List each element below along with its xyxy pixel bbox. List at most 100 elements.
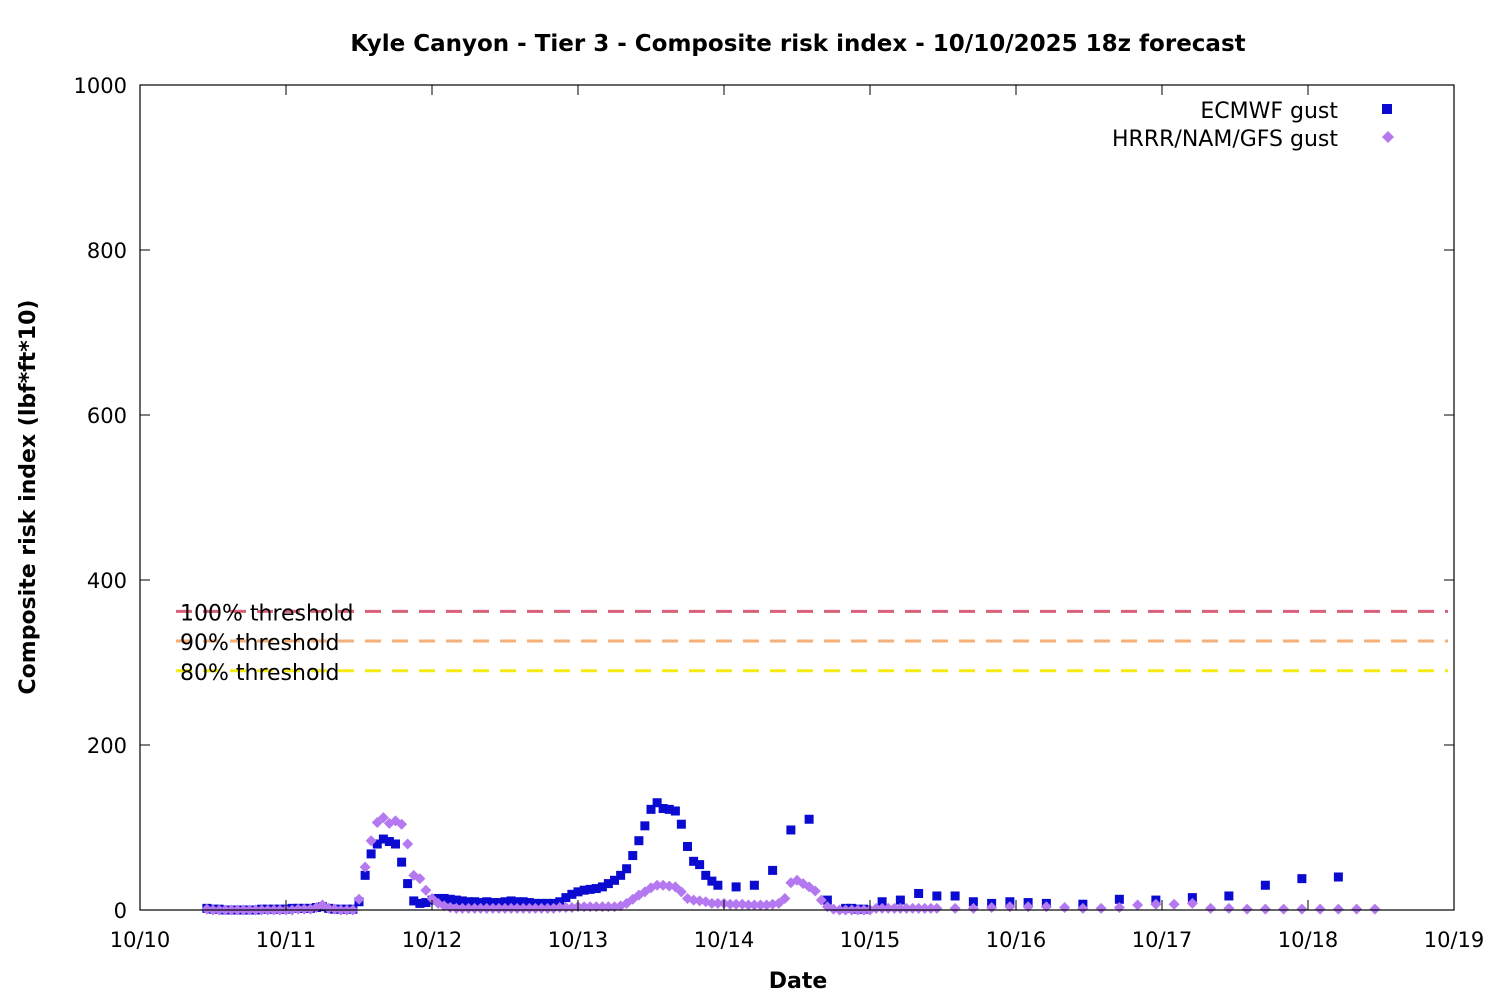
threshold-label: 100% threshold [180,601,354,626]
hrrr-point [475,902,487,914]
hrrr-point [463,902,474,914]
hrrr-point [919,902,931,914]
ecmwf-point [421,898,431,908]
ecmwf-point [1114,894,1124,904]
data-points [201,798,1381,916]
ecmwf-point [372,839,382,849]
hrrr-point [1059,902,1071,914]
hrrr-point [499,902,511,914]
ecmwf-point [646,804,656,814]
ecmwf-point [409,896,419,906]
hrrr-point [450,902,462,914]
hrrr-point [931,902,943,914]
chart-title: Kyle Canyon - Tier 3 - Composite risk in… [350,31,1245,57]
hrrr-point [469,902,481,914]
ecmwf-point [512,897,522,907]
hrrr-point [925,902,937,914]
hrrr-point [536,902,547,914]
ecmwf-point [707,876,717,886]
ecmwf-point [622,864,632,874]
hrrr-point [353,893,365,905]
ecmwf-point [822,895,832,905]
ecmwf-point [518,897,528,907]
hrrr-point [1077,902,1089,914]
hrrr-point [748,899,760,911]
hrrr-point [773,897,785,909]
x-tick-label: 10/17 [1132,928,1193,952]
ecmwf-point [713,880,723,890]
hrrr-point [493,902,505,914]
hrrr-point [779,892,791,904]
x-tick-label: 10/18 [1278,928,1339,952]
ecmwf-point [366,849,376,859]
hrrr-point [712,897,724,909]
plot-frame [139,84,1455,911]
ecmwf-point [804,814,814,824]
ecmwf-point [1224,891,1234,901]
hrrr-point [1369,903,1381,915]
ecmwf-point [603,879,613,889]
hrrr-point [949,902,961,914]
hrrr-point [1332,903,1344,915]
hrrr-point [481,902,493,914]
ecmwf-point [494,898,504,908]
x-tick-label: 10/19 [1424,928,1485,952]
hrrr-point [1205,902,1217,914]
hrrr-point [511,902,523,914]
ecmwf-point [877,897,887,907]
y-tick-label: 1000 [74,74,127,98]
ecmwf-point [610,875,619,885]
hrrr-point [396,818,408,830]
axis-ticks: 0 200 400 600 800 1000 10/10 10/11 10/12 10/13 10/… [74,74,1485,952]
hrrr-point [1223,902,1235,914]
hrrr-point [517,902,529,914]
hrrr-point [365,835,377,847]
hrrr-point [359,861,371,873]
x-tick-label: 10/16 [986,928,1047,952]
ecmwf-point [378,834,388,844]
ecmwf-point [683,841,692,851]
hrrr-point [809,885,821,897]
legend: ECMWF gust HRRR/NAM/GFS gust [1112,99,1394,152]
ecmwf-point [464,897,473,907]
y-axis-label: Composite risk index (lbf*ft*10) [16,300,41,695]
ecmwf-point [932,891,942,901]
ecmwf-point [579,885,589,895]
hrrr-point [730,898,742,910]
hrrr-point [876,902,888,914]
hrrr-point [870,902,882,914]
hrrr-point [1186,897,1198,909]
y-tick-label: 400 [87,569,127,593]
x-tick-label: 10/14 [694,928,755,952]
ecmwf-point [415,898,425,908]
ecmwf-point [676,819,686,829]
ecmwf-point [384,837,394,847]
ecmwf-point [731,882,741,892]
hrrr-point [1095,902,1107,914]
ecmwf-point [457,896,467,906]
hrrr-point [675,886,687,898]
hrrr-point [1259,903,1271,915]
hrrr-point [888,902,900,914]
hrrr-point [505,902,517,914]
x-tick-label: 10/12 [402,928,463,952]
x-tick-label: 10/11 [256,928,317,952]
hrrr-point [1351,903,1363,915]
ecmwf-point [968,897,978,907]
ecmwf-point [591,884,601,894]
ecmwf-point [1297,874,1307,884]
ecmwf-point [914,889,924,898]
hrrr-point [913,902,925,914]
ecmwf-point [567,889,577,899]
ecmwf-point [670,806,680,816]
hrrr-point [542,902,554,914]
hrrr-point [724,898,736,910]
hrrr-point [292,903,304,915]
ecmwf-point [689,856,699,866]
ecmwf-point [1260,880,1270,890]
x-tick-label: 10/15 [840,928,901,952]
y-tick-label: 0 [114,899,127,923]
legend-label-ecmwf: ECMWF gust [1200,99,1338,124]
hrrr-point [907,902,919,914]
